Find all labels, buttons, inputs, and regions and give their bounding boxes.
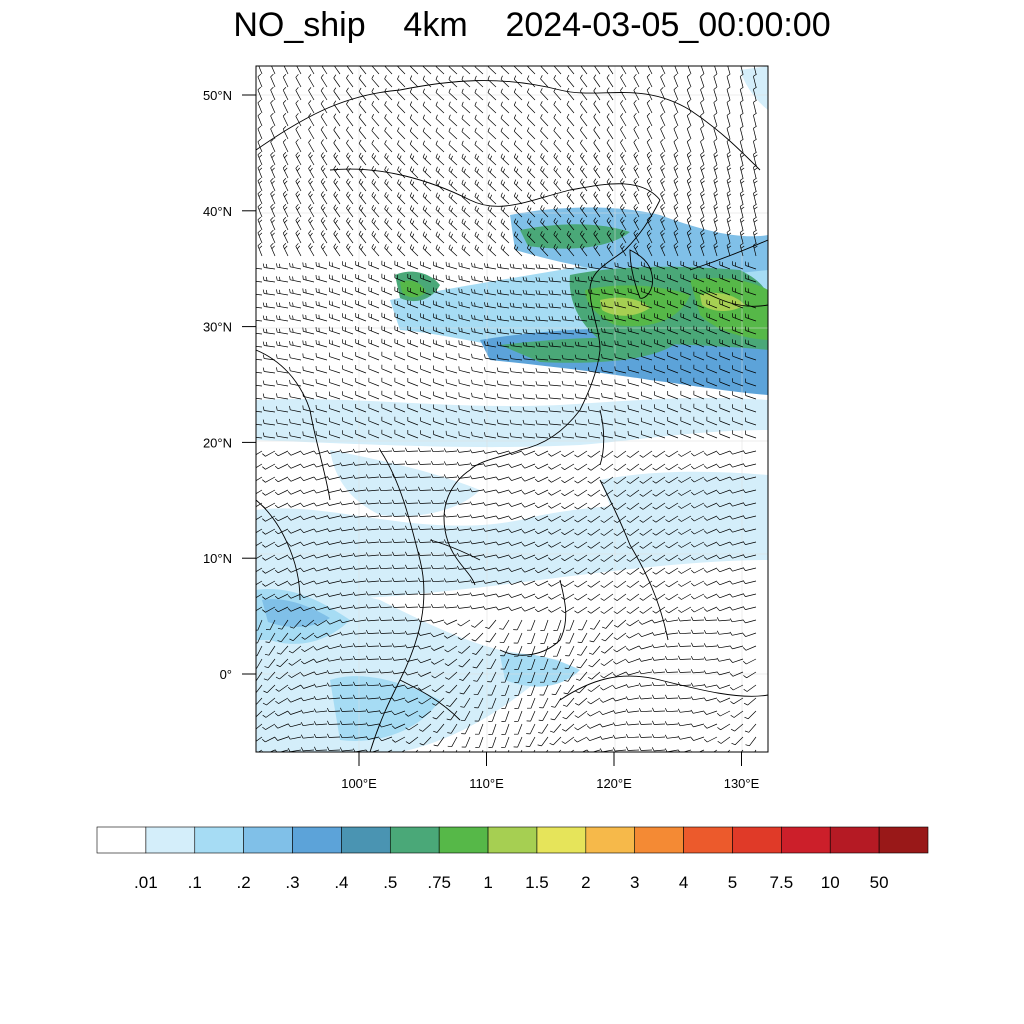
colorbar-label: 5: [728, 873, 737, 892]
lon-tick-label: 100°E: [341, 776, 377, 791]
colorbar: .01 .1 .2 .3 .4 .5 .75 1 1.5 2 3 4 5 7.5 10 50: [96, 826, 929, 892]
colorbar-swatch: [96, 826, 147, 854]
colorbar-swatch: [487, 826, 538, 854]
plot-frame: [255, 65, 769, 753]
colorbar-label: .1: [188, 873, 202, 892]
lat-tick-label: 40°N: [203, 204, 232, 219]
lat-axis: 50°N 40°N 30°N 20°N 10°N 0°: [203, 88, 256, 682]
colorbar-swatch: [194, 826, 244, 854]
lat-tick-label: 10°N: [203, 551, 232, 566]
colorbar-label: 7.5: [770, 873, 794, 892]
colorbar-label: .2: [237, 873, 251, 892]
colorbar-label: 10: [821, 873, 840, 892]
colorbar-label: 50: [870, 873, 889, 892]
lon-tick-label: 130°E: [724, 776, 760, 791]
colorbar-swatch: [829, 826, 880, 854]
colorbar-label: 1: [483, 873, 492, 892]
colorbar-label: .5: [383, 873, 397, 892]
colorbar-swatch: [438, 826, 489, 854]
colorbar-label: .75: [427, 873, 451, 892]
lat-tick-label: 30°N: [203, 320, 232, 335]
lat-tick-label: 20°N: [203, 435, 232, 450]
colorbar-label: .4: [334, 873, 348, 892]
colorbar-swatch: [634, 826, 684, 854]
plot-area: [256, 66, 768, 752]
colorbar-label: .01: [134, 873, 158, 892]
lon-tick-label: 120°E: [596, 776, 632, 791]
wind-barbs: [256, 66, 758, 752]
map-title: NO_ship 4km 2024-03-05_00:00:00: [233, 6, 831, 44]
colorbar-swatch: [243, 826, 293, 854]
colorbar-swatch: [781, 826, 831, 854]
colorbar-label: 4: [679, 873, 688, 892]
colorbar-swatch: [341, 826, 391, 854]
colorbar-swatch: [683, 826, 733, 854]
lon-tick-label: 110°E: [469, 776, 504, 791]
lat-tick-label: 0°: [220, 667, 232, 682]
colorbar-swatch: [585, 826, 636, 854]
colorbar-label: .3: [285, 873, 299, 892]
colorbar-label: 1.5: [525, 873, 549, 892]
colorbar-swatch: [878, 826, 929, 854]
colorbar-swatch: [292, 826, 342, 854]
lat-tick-label: 50°N: [203, 88, 232, 103]
lon-axis: 100°E 110°E 120°E 130°E: [341, 752, 760, 791]
colorbar-label: 3: [630, 873, 639, 892]
colorbar-swatch: [145, 826, 196, 854]
colorbar-swatch: [389, 826, 440, 854]
colorbar-swatch: [732, 826, 782, 854]
colorbar-label: 2: [581, 873, 590, 892]
colorbar-swatch: [536, 826, 587, 854]
